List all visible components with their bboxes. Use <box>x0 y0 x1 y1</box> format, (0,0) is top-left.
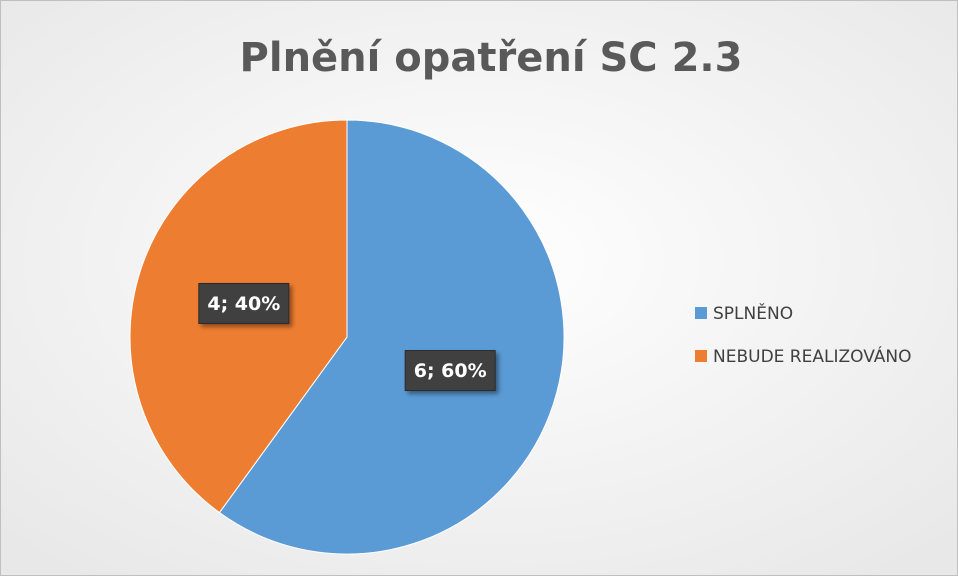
legend-label: SPLNĚNO <box>713 302 793 324</box>
pie-slice <box>218 119 565 555</box>
chart-title: Plnění opatření SC 2.3 <box>240 35 743 81</box>
data-label: 6; 60% <box>414 360 487 382</box>
data-label-box <box>198 282 290 324</box>
data-label: 4; 40% <box>207 293 280 315</box>
legend-label: NEBUDE REALIZOVÁNO <box>713 345 911 367</box>
legend-swatch <box>695 307 707 319</box>
data-label-box <box>404 350 496 392</box>
legend-swatch <box>695 350 707 362</box>
